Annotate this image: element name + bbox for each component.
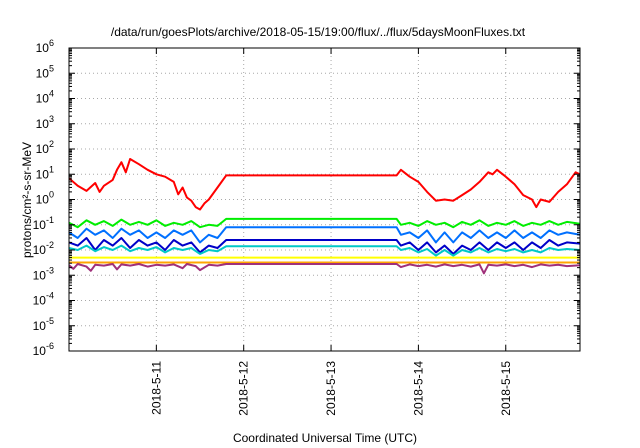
y-tick-base: 10 <box>33 344 47 358</box>
y-tick-exponent: -3 <box>46 265 54 275</box>
y-tick-exponent: -5 <box>46 316 54 326</box>
y-tick-exponent: 5 <box>49 63 54 73</box>
y-tick-base: 10 <box>33 268 47 282</box>
x-tick-label: 2018-5-13 <box>324 361 338 416</box>
y-tick-label: 10-2 <box>33 240 54 257</box>
y-tick-label: 10-5 <box>33 316 54 333</box>
y-tick-base: 10 <box>36 66 50 80</box>
y-tick-label: 10-4 <box>33 291 54 308</box>
y-tick-label: 103 <box>36 114 54 131</box>
y-tick-base: 10 <box>36 167 50 181</box>
series-group <box>69 158 580 275</box>
y-tick-base: 10 <box>33 294 47 308</box>
series-line-4 <box>69 237 580 255</box>
y-tick-base: 10 <box>33 218 47 232</box>
series-line-5 <box>69 244 580 257</box>
y-tick-label: 106 <box>36 38 54 55</box>
y-axis-label: protons/cm²-s-sr-MeV <box>20 142 34 258</box>
y-tick-label: 100 <box>36 190 54 207</box>
series-line-8 <box>69 263 580 275</box>
y-tick-exponent: -4 <box>46 291 54 301</box>
y-tick-base: 10 <box>36 92 50 106</box>
y-tick-labels: 10-610-510-410-310-210-11001011021031041… <box>33 38 54 358</box>
grid-lines <box>69 48 580 351</box>
y-tick-base: 10 <box>36 41 50 55</box>
y-tick-label: 10-1 <box>33 215 54 232</box>
y-tick-label: 104 <box>36 89 54 106</box>
y-tick-exponent: 0 <box>49 190 54 200</box>
y-tick-exponent: 1 <box>49 164 54 174</box>
y-tick-exponent: 3 <box>49 114 54 124</box>
y-tick-label: 101 <box>36 164 54 181</box>
y-tick-base: 10 <box>36 193 50 207</box>
series-line-1 <box>69 158 580 211</box>
y-tick-label: 10-3 <box>33 265 54 282</box>
y-tick-label: 105 <box>36 63 54 80</box>
y-tick-base: 10 <box>33 319 47 333</box>
x-tick-labels: 2018-5-11 2018-5-12 2018-5-13 2018-5-14 2018… <box>149 361 512 416</box>
x-tick-label: 2018-5-11 <box>149 361 163 415</box>
y-tick-exponent: 4 <box>49 89 54 99</box>
y-tick-base: 10 <box>36 117 50 131</box>
chart-title: /data/run/goesPlots/archive/2018-05-15/1… <box>111 25 526 39</box>
y-tick-label: 10-6 <box>33 341 54 358</box>
y-tick-exponent: -1 <box>46 215 54 225</box>
series-line-3 <box>69 226 580 244</box>
x-axis-label: Coordinated Universal Time (UTC) <box>233 431 417 445</box>
x-tick-label: 2018-5-12 <box>237 361 251 416</box>
x-tick-label: 2018-5-15 <box>499 361 513 416</box>
y-tick-exponent: 2 <box>49 139 54 149</box>
y-tick-label: 102 <box>36 139 54 156</box>
y-tick-base: 10 <box>36 142 50 156</box>
y-tick-exponent: 6 <box>49 38 54 48</box>
series-line-2 <box>69 217 580 229</box>
y-tick-exponent: -2 <box>46 240 54 250</box>
x-tick-label: 2018-5-14 <box>411 361 425 416</box>
tick-marks <box>69 47 580 352</box>
y-tick-exponent: -6 <box>46 341 54 351</box>
y-tick-base: 10 <box>33 243 47 257</box>
